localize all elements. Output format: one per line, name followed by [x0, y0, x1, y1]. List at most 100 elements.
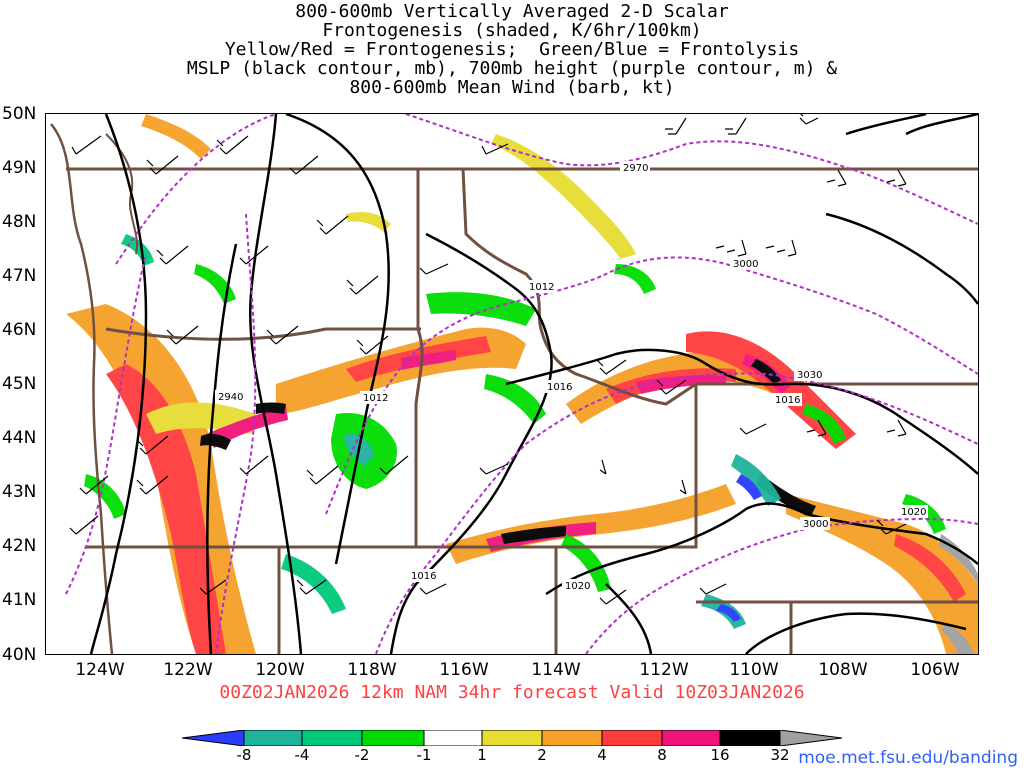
height-contour	[375, 372, 978, 654]
fgen-band	[941, 624, 974, 654]
colorbar-tick: 1	[477, 746, 487, 764]
height-label: 3000	[733, 259, 758, 270]
wind-barb	[306, 465, 339, 485]
colorbar-seg	[719, 730, 781, 746]
colorbar-seg	[481, 730, 543, 746]
fgen-band	[276, 327, 526, 414]
colorbar-seg	[601, 730, 663, 746]
title-line-4: MSLP (black contour, mb), 700mb height (…	[186, 58, 838, 79]
lat-label: 50N	[2, 104, 37, 124]
wind-barb	[379, 455, 409, 475]
lon-label: 122W	[163, 660, 213, 680]
flys-band	[802, 404, 846, 444]
wind-barb	[715, 239, 747, 257]
wind-barb	[799, 114, 819, 125]
colorbar-tick: 8	[657, 746, 667, 764]
wind-barb	[826, 169, 847, 187]
wind-barb	[136, 435, 169, 455]
border-or-wa	[105, 327, 421, 341]
lat-label: 49N	[2, 158, 37, 178]
mslp-contour	[745, 612, 967, 654]
fgen-band	[491, 134, 636, 259]
frontogenesis-map: 1012 1016 1012 1016 1016 1020 1020 2970 …	[45, 113, 979, 655]
wind-barb	[481, 143, 509, 155]
colorbar-seg	[182, 730, 245, 746]
mslp-contours	[89, 114, 978, 654]
height-contour	[405, 114, 978, 225]
lat-label: 48N	[2, 212, 37, 232]
wind-barb	[599, 589, 627, 605]
wind-barb	[665, 117, 687, 135]
mslp-contour	[505, 348, 978, 475]
colorbar-tick: -8	[236, 746, 252, 764]
lon-label: 120W	[255, 660, 305, 680]
wind-barb	[199, 579, 227, 595]
wind-barbs	[69, 114, 907, 605]
fgen-band	[751, 359, 781, 384]
colorbar-tick: -1	[416, 746, 432, 764]
fgen-band	[786, 494, 978, 654]
colorbar-tick: -2	[354, 746, 370, 764]
mslp-contour	[545, 502, 978, 596]
wind-barb	[216, 135, 249, 155]
colorbar-tick: -4	[294, 746, 310, 764]
flys-band	[426, 292, 536, 326]
height-contour	[65, 253, 147, 595]
colorbar-tick: 16	[710, 746, 730, 764]
colorbar-seg	[301, 730, 363, 746]
border-id-mt	[461, 168, 697, 406]
colorbar-seg	[361, 730, 425, 746]
site-credit: moe.met.fsu.edu/banding	[798, 748, 1018, 768]
mslp-contour	[605, 583, 653, 654]
height-label: 2970	[623, 163, 648, 174]
wind-barb	[479, 463, 509, 475]
height-contour	[115, 114, 277, 265]
border-coastline	[50, 123, 114, 654]
colorbar-tick: 2	[537, 746, 547, 764]
lon-label: 112W	[639, 660, 689, 680]
lat-label: 40N	[2, 645, 37, 665]
wind-barb	[296, 579, 327, 595]
colorbar-seg	[541, 730, 603, 746]
lat-label: 43N	[2, 482, 37, 502]
wind-barb	[239, 455, 269, 475]
mslp-label: 1016	[411, 571, 436, 582]
mslp-label: 1016	[547, 382, 572, 393]
flys-band	[614, 264, 656, 294]
title-line-2: Frontogenesis (shaded, K/6hr/100km)	[322, 20, 702, 41]
fgen-band	[200, 433, 231, 450]
fgen-band	[401, 350, 456, 370]
border-ut-wy	[556, 384, 698, 549]
border-id-west	[414, 169, 424, 547]
colorbar-seg	[423, 730, 483, 746]
lat-label: 41N	[2, 590, 37, 610]
lon-label: 114W	[531, 660, 581, 680]
fgen-band	[636, 375, 726, 394]
wind-barb	[166, 325, 199, 345]
wind-barb	[886, 419, 907, 437]
fgen-band	[206, 406, 288, 448]
mslp-contour	[89, 114, 148, 654]
wind-barb	[679, 479, 687, 495]
wind-barb	[289, 155, 319, 175]
wind-barb	[346, 275, 379, 295]
wind-barb	[156, 245, 189, 265]
fgen-band	[106, 364, 226, 654]
height-label: 3030	[797, 370, 822, 381]
wind-barb	[146, 155, 179, 175]
lat-label: 47N	[2, 266, 37, 286]
wind-barb	[876, 519, 907, 535]
mslp-contour	[249, 114, 303, 654]
colorbar-seg	[243, 730, 303, 746]
height-label: 2940	[218, 392, 243, 403]
mslp-contour	[206, 243, 238, 654]
fgen-band	[939, 534, 978, 584]
fgen-band	[346, 212, 391, 232]
title-line-3: Yellow/Red = Frontogenesis; Green/Blue =…	[224, 39, 800, 60]
wind-barb	[266, 325, 299, 345]
wind-barb	[69, 515, 99, 535]
lon-label: 110W	[729, 660, 779, 680]
height-contour	[215, 213, 257, 654]
lon-label: 124W	[75, 660, 125, 680]
forecast-valid-line: 00Z02JAN2026 12km NAM 34hr forecast Vali…	[219, 682, 805, 703]
